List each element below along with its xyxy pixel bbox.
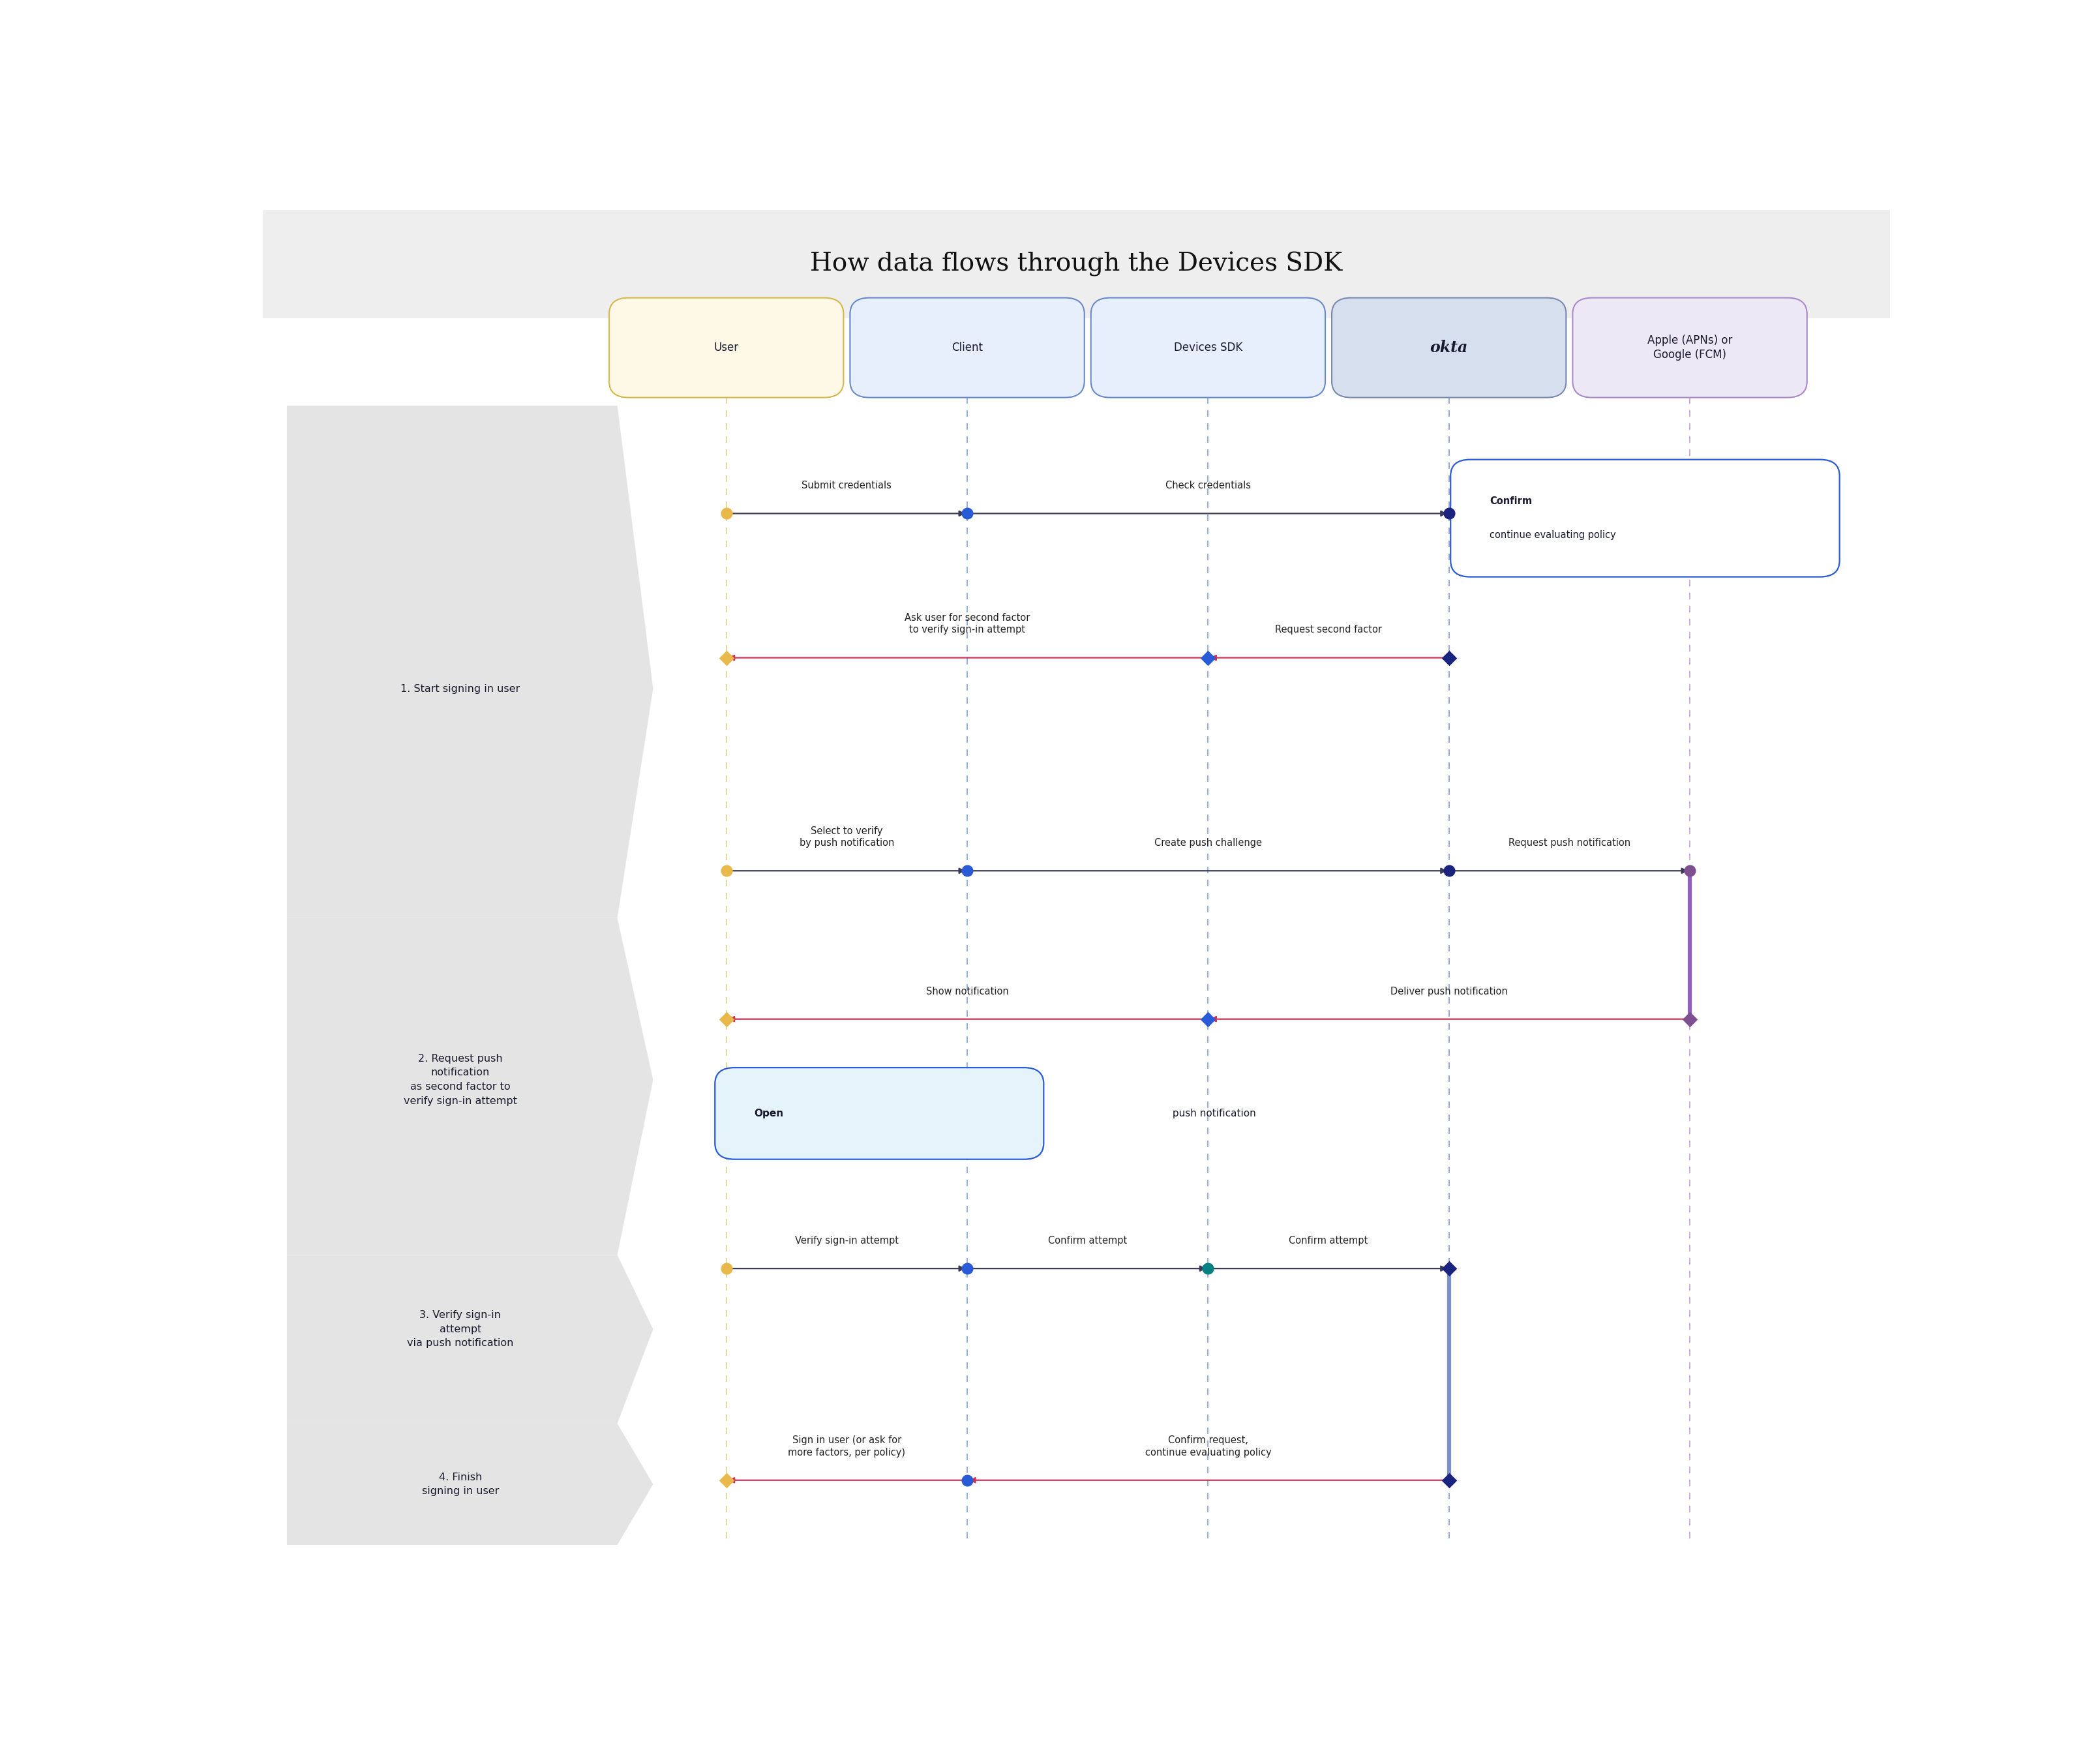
Polygon shape [288, 918, 653, 1255]
Point [1432, 856, 1466, 884]
Text: Sign in user (or ask for
more factors, per policy): Sign in user (or ask for more factors, p… [788, 1436, 905, 1457]
Text: 3. Verify sign-in
attempt
via push notification: 3. Verify sign-in attempt via push notif… [407, 1310, 515, 1348]
Point [710, 856, 743, 884]
Text: Request push notification: Request push notification [1508, 839, 1630, 847]
Text: continue evaluating policy: continue evaluating policy [1489, 531, 1617, 539]
Text: okta: okta [1430, 340, 1468, 355]
Text: Check credentials: Check credentials [1166, 482, 1252, 490]
Text: Client: Client [951, 341, 983, 354]
Text: Open: Open [754, 1108, 783, 1119]
Text: push notification: push notification [1170, 1108, 1256, 1119]
Point [1191, 644, 1224, 672]
Point [951, 499, 985, 527]
Point [1432, 1254, 1466, 1282]
Point [1191, 1254, 1224, 1282]
Point [1191, 1005, 1224, 1033]
Text: Create push challenge: Create push challenge [1155, 839, 1262, 847]
Text: Deliver push notification: Deliver push notification [1390, 986, 1508, 996]
Text: How data flows through the Devices SDK: How data flows through the Devices SDK [811, 252, 1342, 277]
Point [1432, 644, 1466, 672]
Polygon shape [288, 1255, 653, 1424]
Text: 1. Start signing in user: 1. Start signing in user [401, 685, 521, 693]
Point [710, 1466, 743, 1494]
Text: Confirm attempt: Confirm attempt [1048, 1236, 1128, 1245]
Point [710, 1254, 743, 1282]
FancyBboxPatch shape [609, 298, 844, 397]
Text: Verify sign-in attempt: Verify sign-in attempt [796, 1236, 899, 1245]
Text: 4. Finish
signing in user: 4. Finish signing in user [422, 1473, 500, 1495]
Point [1432, 499, 1466, 527]
FancyBboxPatch shape [1451, 459, 1840, 576]
Text: Submit credentials: Submit credentials [802, 482, 892, 490]
FancyBboxPatch shape [851, 298, 1084, 397]
Text: Devices SDK: Devices SDK [1174, 341, 1243, 354]
FancyBboxPatch shape [262, 210, 1890, 319]
FancyBboxPatch shape [1573, 298, 1806, 397]
Point [710, 499, 743, 527]
Polygon shape [288, 406, 653, 918]
Point [951, 1466, 985, 1494]
Text: 2. Request push
notification
as second factor to
verify sign-in attempt: 2. Request push notification as second f… [403, 1054, 517, 1107]
Point [951, 856, 985, 884]
Polygon shape [288, 1424, 653, 1544]
Point [951, 1254, 985, 1282]
FancyBboxPatch shape [1090, 298, 1325, 397]
Text: Request second factor: Request second factor [1275, 625, 1382, 636]
Text: Ask user for second factor
to verify sign-in attempt: Ask user for second factor to verify sig… [905, 613, 1029, 636]
Text: Apple (APNs) or
Google (FCM): Apple (APNs) or Google (FCM) [1646, 334, 1732, 361]
Point [710, 644, 743, 672]
Point [1674, 1005, 1707, 1033]
FancyBboxPatch shape [714, 1068, 1044, 1159]
Point [1674, 856, 1707, 884]
Point [1432, 1466, 1466, 1494]
Text: User: User [714, 341, 739, 354]
Text: Select to verify
by push notification: Select to verify by push notification [800, 826, 895, 847]
Text: Show notification: Show notification [926, 986, 1008, 996]
Point [710, 1005, 743, 1033]
Text: Confirm: Confirm [1489, 496, 1533, 506]
Text: Confirm attempt: Confirm attempt [1289, 1236, 1367, 1245]
FancyBboxPatch shape [1331, 298, 1567, 397]
Text: Confirm request,
continue evaluating policy: Confirm request, continue evaluating pol… [1144, 1436, 1270, 1457]
